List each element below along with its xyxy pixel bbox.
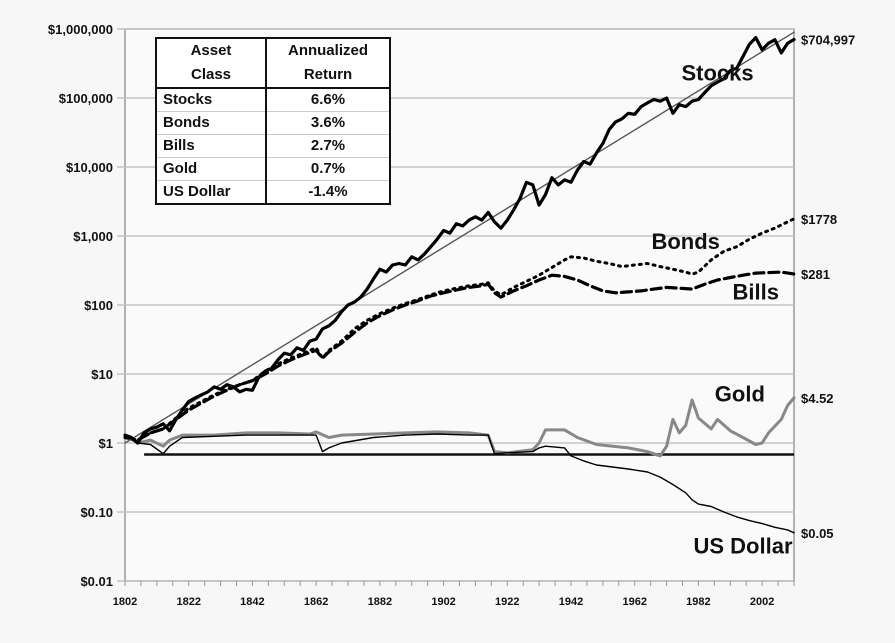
x-tick-label: 1922 [495,596,519,608]
y-axis-ticks: $1,000,000 $100,000 $10,000 $1,000 $100 $10 $1… [48,22,113,589]
end-label-us-dollar: $0.05 [801,526,834,541]
x-tick-label: 1802 [113,596,137,608]
x-tick-label: 1822 [176,596,200,608]
series-annotation: Stocks [681,60,753,85]
series-annotations: Stocks Bonds Bills Gold US Dollar [651,60,793,558]
y-tick-label: $1,000,000 [48,22,113,37]
y-tick-label: $100 [84,298,113,313]
series-lines [123,31,796,534]
y-tick-label: $0.01 [80,574,113,589]
series-line-stocks-trend [124,31,795,444]
asset-name: Bills [155,134,266,158]
end-labels: $4.52 $0.05 $281 $1778 $704,997 [801,32,855,540]
end-label-gold: $4.52 [801,391,834,406]
returns-table: Asset Class Annualized Return Stocks 6.6%… [155,37,391,205]
header-annualized-return: Annualized Return [265,38,390,89]
table-row: Gold 0.7% [155,157,390,181]
table-header-row: Asset Class Annualized Return [155,38,390,89]
y-tick-label: $1,000 [73,229,113,244]
asset-return: 3.6% [265,111,390,135]
x-tick-label: 1982 [686,596,710,608]
asset-name: US Dollar [155,180,266,204]
end-label-bonds: $1778 [801,212,837,227]
end-label-bills: $281 [801,267,830,282]
x-tick-label: 1962 [622,596,646,608]
end-label-stocks: $704,997 [801,32,855,47]
x-tick-label: 1862 [304,596,328,608]
series-annotation: US Dollar [694,534,793,559]
x-tick-label: 1842 [240,596,264,608]
x-tick-label: 2002 [750,596,774,608]
series-line-stocks [123,36,796,445]
x-tick-label: 1882 [368,596,392,608]
table-row: Bills 2.7% [155,134,390,158]
asset-return: -1.4% [265,180,390,204]
series-line-bonds [123,217,796,442]
x-tick-label: 1902 [431,596,455,608]
asset-return: 0.7% [265,157,390,181]
asset-return: 2.7% [265,134,390,158]
asset-name: Bonds [155,111,266,135]
series-line-us-dollar [124,433,795,534]
series-line-gold [123,396,796,458]
header-asset-class: Asset Class [155,38,266,89]
y-tick-label: $10 [91,367,113,382]
x-axis-ticks: 1802 1822 1842 1862 1882 1902 1922 1942 1962 1982… [113,581,795,608]
series-annotation: Gold [715,381,765,406]
y-tick-label: $0.10 [80,505,113,520]
y-tick-label: $10,000 [66,160,113,175]
series-annotation: Bills [733,280,779,305]
table-row: Stocks 6.6% [155,87,390,112]
y-tick-label: $1 [99,436,113,451]
series-annotation: Bonds [651,229,719,254]
table-row: Bonds 3.6% [155,111,390,135]
asset-name: Gold [155,157,266,181]
asset-return: 6.6% [265,87,390,112]
table-row: US Dollar -1.4% [155,180,390,204]
y-tick-label: $100,000 [59,91,113,106]
x-tick-label: 1942 [559,596,583,608]
asset-name: Stocks [155,87,266,112]
series-line-bills [123,270,796,442]
